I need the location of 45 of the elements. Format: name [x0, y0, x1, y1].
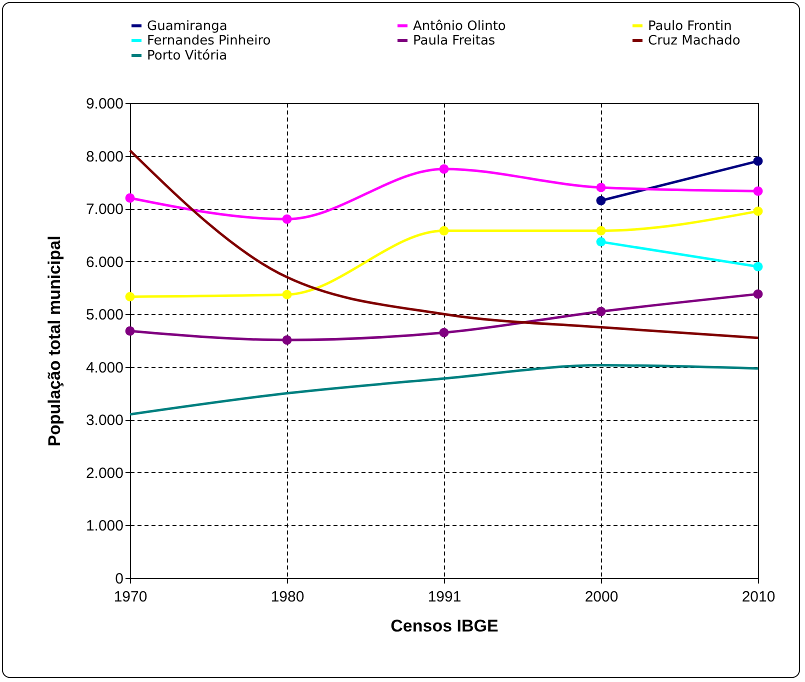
legend-label: Porto Vitória — [147, 48, 228, 64]
point — [125, 292, 135, 302]
legend-label: Guamiranga — [147, 18, 228, 34]
point — [282, 214, 292, 224]
legend-label: Paulo Frontin — [648, 18, 732, 34]
y-tick-label: 6.000 — [86, 254, 124, 271]
point — [753, 262, 763, 272]
point — [753, 289, 763, 299]
x-tick-label: 2000 — [584, 588, 618, 606]
point — [753, 186, 763, 196]
y-tick-label: 7.000 — [86, 201, 124, 218]
x-tick-label: 2010 — [742, 588, 776, 606]
y-tick-label: 0 — [115, 570, 124, 588]
point — [125, 193, 135, 203]
point — [596, 182, 606, 192]
y-tick-label: 9.000 — [86, 96, 124, 112]
x-axis-title: Censos IBGE — [390, 616, 498, 636]
point — [282, 290, 292, 300]
legend-label: Fernandes Pinheiro — [147, 34, 271, 48]
y-tick-label: 4.000 — [86, 359, 124, 376]
x-tick-label: 1970 — [114, 588, 148, 606]
point — [282, 335, 292, 345]
y-tick-label: 1.000 — [86, 518, 124, 535]
x-tick-label: 1980 — [270, 588, 304, 606]
line-series — [128, 149, 760, 340]
y-tick-label: 8.000 — [86, 148, 124, 166]
y-axis-title: População total municipal — [44, 236, 64, 446]
x-tick-label: 1991 — [428, 588, 462, 606]
line-series — [128, 364, 760, 416]
point — [439, 226, 449, 236]
y-tick-label: 3.000 — [86, 412, 124, 430]
point — [596, 237, 606, 247]
y-tick-label: 5.000 — [86, 306, 124, 324]
point — [125, 326, 135, 336]
point — [753, 206, 763, 216]
legend-label: Paula Freitas — [413, 34, 496, 48]
point — [596, 306, 606, 316]
legend-label: Cruz Machado — [648, 34, 740, 48]
point — [439, 164, 449, 174]
point — [753, 156, 763, 166]
legend-label: Antônio Olinto — [413, 18, 506, 34]
point — [596, 196, 606, 206]
point — [439, 328, 449, 338]
y-tick-label: 2.000 — [86, 464, 124, 482]
point — [596, 226, 606, 236]
